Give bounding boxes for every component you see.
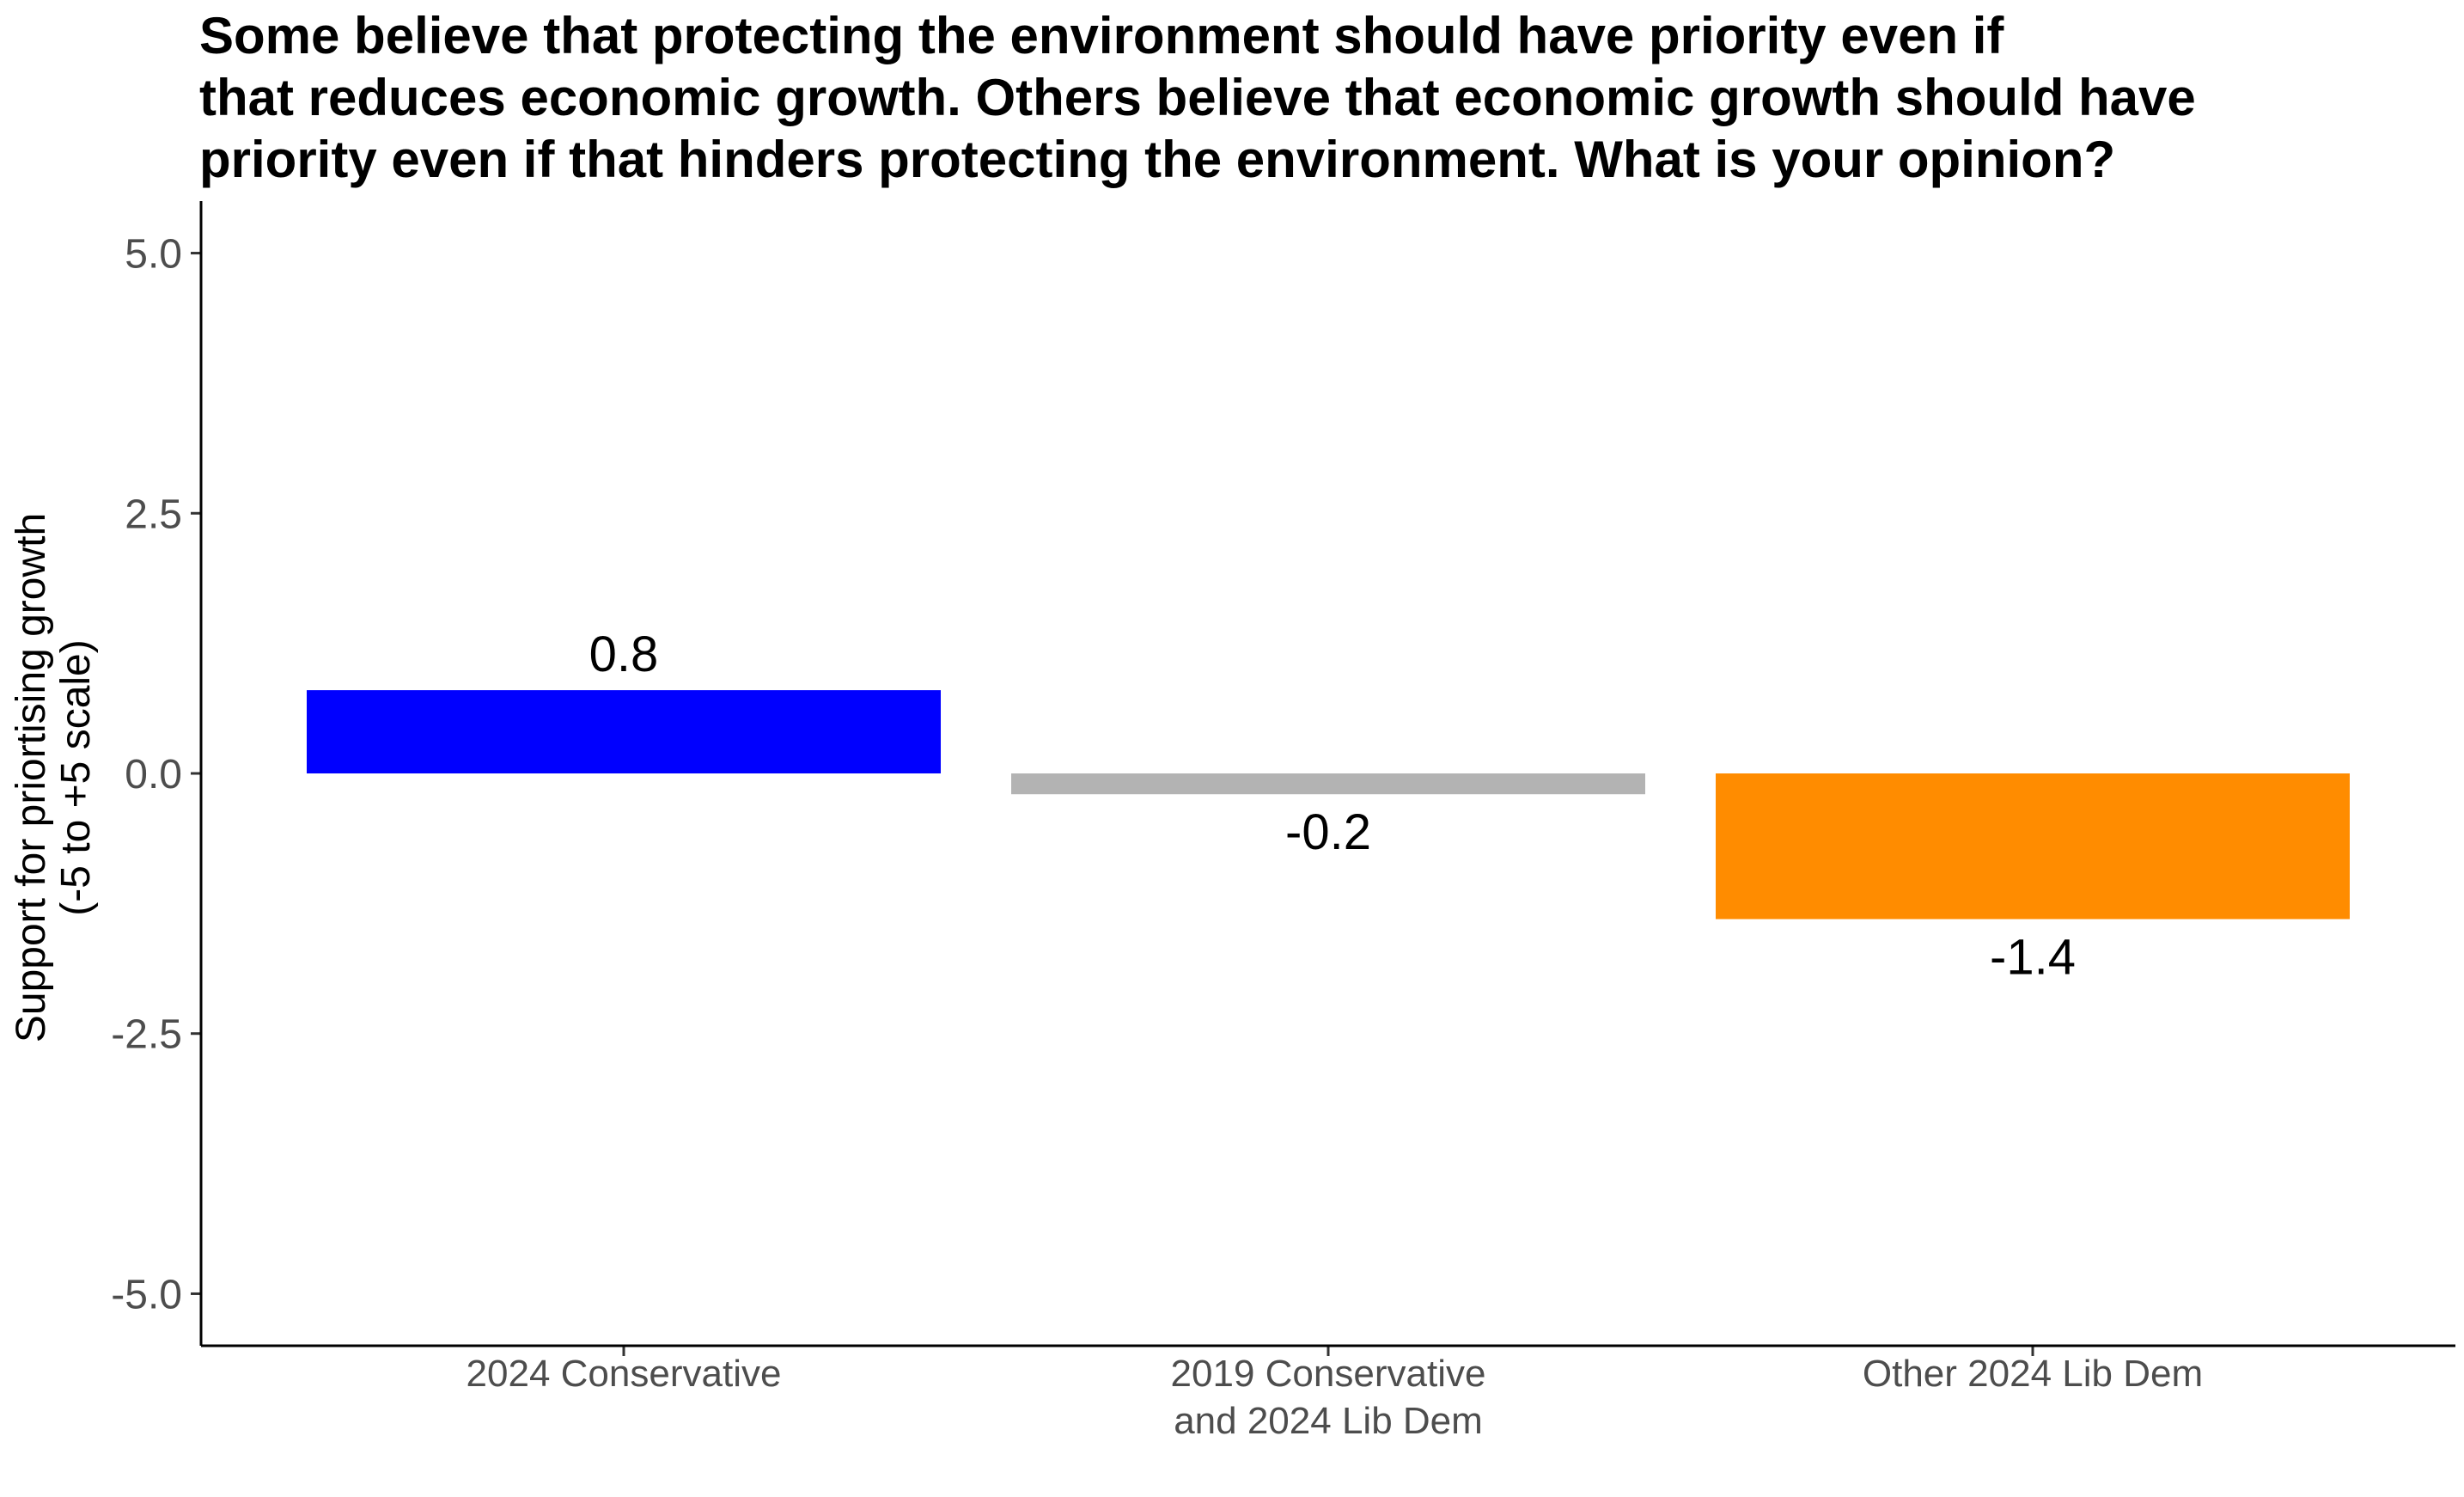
bar [307,690,941,773]
bar-value-label: -0.2 [1285,804,1371,860]
x-axis-ticks: 2024 Conservative 2019 Conservative and 20… [467,1346,2203,1442]
y-tick-label: 0.0 [125,752,182,797]
x-tick-label: Other 2024 Lib Dem [1863,1353,2203,1395]
bar [1011,773,1645,795]
chart-title: Some believe that protecting the environ… [199,7,2196,188]
bar-value-label: 0.8 [589,626,659,682]
y-axis-ticks: -5.0 -2.5 0.0 2.5 5.0 [111,232,201,1317]
chart-title-line-3: priority even if that hinders protecting… [199,131,2115,188]
x-tick-label: 2019 Conservative [1171,1353,1486,1395]
y-axis-title-line-1: Support for priortising growth [9,513,54,1042]
y-axis-title-line-2: (-5 to +5 scale) [53,639,99,915]
x-tick-label: 2024 Conservative [467,1353,782,1395]
data-labels: 0.8 -0.2 -1.4 [589,626,2076,985]
chart-title-line-1: Some believe that protecting the environ… [199,7,2004,64]
y-tick-label: -2.5 [111,1012,182,1058]
x-tick-label: and 2024 Lib Dem [1174,1400,1483,1442]
y-tick-label: 2.5 [125,492,182,537]
bar-value-label: -1.4 [1990,930,2076,986]
bar [1716,773,2350,920]
bars [307,690,2350,920]
y-tick-label: 5.0 [125,232,182,278]
y-axis-title: Support for priortising growth (-5 to +5… [9,513,99,1042]
chart-title-line-2: that reduces economic growth. Others bel… [199,69,2196,126]
y-tick-label: -5.0 [111,1272,182,1317]
